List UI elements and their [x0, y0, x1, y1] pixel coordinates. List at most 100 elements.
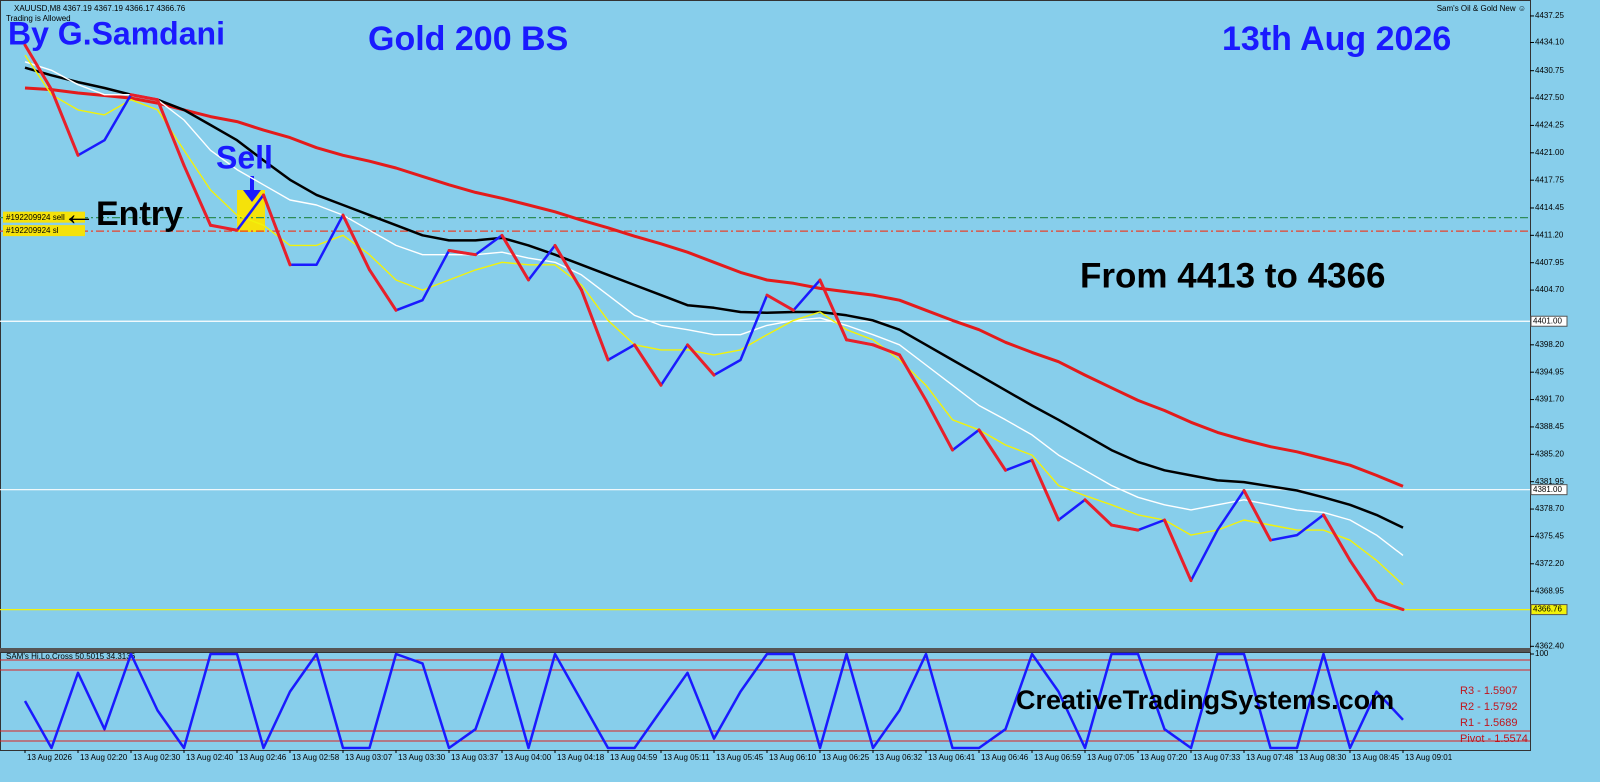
- y-tick-label: 4421.00: [1535, 148, 1564, 157]
- x-tick-label: 13 Aug 02:58: [292, 753, 340, 762]
- y-tick-label: 4368.95: [1535, 586, 1564, 595]
- price-down-segment: [580, 288, 610, 362]
- y-tick-label: 4394.95: [1535, 367, 1564, 376]
- indicator-title: SAM's Hi,Lo,Cross 50.5015 34.3136: [6, 652, 136, 661]
- y-tick-label: 4411.20: [1535, 230, 1564, 239]
- x-tick-label: 13 Aug 03:07: [345, 753, 393, 762]
- x-tick-label: 13 Aug 02:46: [239, 753, 287, 762]
- expert-name: Sam's Oil & Gold New ☺: [1437, 4, 1526, 13]
- price-down-segment: [845, 338, 875, 347]
- price-down-segment: [50, 88, 80, 157]
- x-tick-label: 13 Aug 04:00: [504, 753, 552, 762]
- price-down-segment: [341, 213, 371, 272]
- y-tick-label: 4391.70: [1535, 395, 1564, 404]
- y-tick-label: 4362.40: [1535, 641, 1564, 650]
- sell-arrow-head: [243, 190, 261, 202]
- y-tick-label: 4407.95: [1535, 258, 1564, 267]
- level-label: 4366.76: [1533, 605, 1562, 614]
- trade-label: #192209924 sl: [6, 226, 59, 235]
- y-tick-label: 4381.95: [1535, 477, 1564, 486]
- x-tick-label: 13 Aug 04:59: [610, 753, 658, 762]
- price-down-segment: [871, 343, 901, 357]
- x-tick-label: 13 Aug 06:41: [928, 753, 976, 762]
- x-tick-label: 13 Aug 07:33: [1193, 753, 1241, 762]
- price-down-segment: [977, 428, 1007, 472]
- y-tick-label: 4372.20: [1535, 559, 1564, 568]
- x-tick-label: 13 Aug 07:05: [1087, 753, 1135, 762]
- y-tick-label: 4434.10: [1535, 38, 1564, 47]
- price-down-segment: [1083, 498, 1113, 527]
- ma-line: [24, 66, 1404, 529]
- ma-line: [24, 61, 1404, 556]
- price-down-segment: [1375, 598, 1405, 612]
- watermark: CreativeTradingSystems.com: [1016, 685, 1394, 715]
- pivot-label: R3 - 1.5907: [1460, 685, 1517, 697]
- y-tick-label: 4404.70: [1535, 285, 1564, 294]
- trade-label-box: [3, 225, 85, 237]
- date: 13th Aug 2026: [1222, 20, 1451, 58]
- y-tick-label: 4427.50: [1535, 93, 1564, 102]
- price-down-segment: [686, 343, 716, 377]
- symbol-info: XAUUSD,M8 4367.19 4367.19 4366.17 4366.7…: [14, 4, 186, 13]
- x-tick-label: 13 Aug 05:11: [663, 753, 710, 762]
- y-tick-label: 4437.25: [1535, 11, 1564, 20]
- price-down-segment: [553, 243, 583, 292]
- price-down-segment: [23, 43, 53, 92]
- x-tick-label: 13 Aug 02:40: [186, 753, 234, 762]
- ma-line: [24, 86, 1404, 488]
- price-down-segment: [447, 248, 477, 257]
- pivot-label: R2 - 1.5792: [1460, 701, 1517, 713]
- price-line: [23, 652, 1404, 750]
- level-label: 4381.00: [1533, 485, 1562, 494]
- x-tick-label: 13 Aug 02:30: [133, 753, 181, 762]
- y-tick-label: 4375.45: [1535, 532, 1564, 541]
- pivot-label: R1 - 1.5689: [1460, 717, 1517, 729]
- x-tick-label: 13 Aug 08:45: [1352, 753, 1400, 762]
- pane-separator: [0, 648, 1531, 652]
- y-tick-label: 4424.25: [1535, 121, 1564, 130]
- status: Trading is Allowed: [6, 14, 71, 23]
- price-down-segment: [262, 193, 292, 267]
- price-down-segment: [129, 93, 159, 102]
- level-label-box: [1530, 315, 1568, 327]
- x-tick-label: 13 Aug 06:59: [1034, 753, 1082, 762]
- x-tick-label: 13 Aug 04:18: [557, 753, 605, 762]
- price-down-segment: [765, 293, 795, 312]
- author: By G.Samdani: [8, 15, 225, 51]
- price-down-segment: [1030, 458, 1060, 522]
- price-down-segment: [1242, 489, 1272, 542]
- note: From 4413 to 4366: [1080, 256, 1385, 295]
- price-down-segment: [898, 353, 928, 402]
- x-tick-label: 13 Aug 03:37: [451, 753, 499, 762]
- price-down-segment: [1163, 518, 1193, 583]
- price-down-segment: [182, 163, 212, 227]
- x-tick-label: 13 Aug 06:46: [981, 753, 1029, 762]
- entry: ←Entry: [62, 195, 183, 233]
- price-down-segment: [1110, 523, 1140, 532]
- price-down-segment: [1348, 558, 1378, 602]
- x-tick-label: 13 Aug 07:20: [1140, 753, 1188, 762]
- y-tick-label: 4385.20: [1535, 449, 1564, 458]
- y-tick-label: 4414.45: [1535, 203, 1564, 212]
- x-tick-label: 13 Aug 05:45: [716, 753, 764, 762]
- x-tick-label: 13 Aug 02:20: [80, 753, 128, 762]
- y-tick-label: 100: [1535, 649, 1549, 658]
- price-down-segment: [156, 98, 186, 167]
- sub-frame: [0, 652, 1531, 751]
- price-down-segment: [500, 233, 530, 282]
- x-tick-label: 13 Aug 06:25: [822, 753, 870, 762]
- x-tick-label: 13 Aug 07:48: [1246, 753, 1294, 762]
- price-down-segment: [1322, 513, 1352, 562]
- x-tick-label: 13 Aug 09:01: [1405, 753, 1453, 762]
- ma-line: [24, 54, 1404, 586]
- under-layer: [0, 217, 1530, 611]
- x-tick-label: 13 Aug 03:30: [398, 753, 446, 762]
- y-tick-label: 4430.75: [1535, 66, 1564, 75]
- price-down-segment: [368, 268, 398, 312]
- y-tick-label: 4388.45: [1535, 422, 1564, 431]
- x-tick-label: 13 Aug 2026: [27, 753, 72, 762]
- price-down-segment: [633, 343, 663, 387]
- x-tick-label: 13 Aug 06:10: [769, 753, 817, 762]
- price-down-segment: [209, 223, 239, 232]
